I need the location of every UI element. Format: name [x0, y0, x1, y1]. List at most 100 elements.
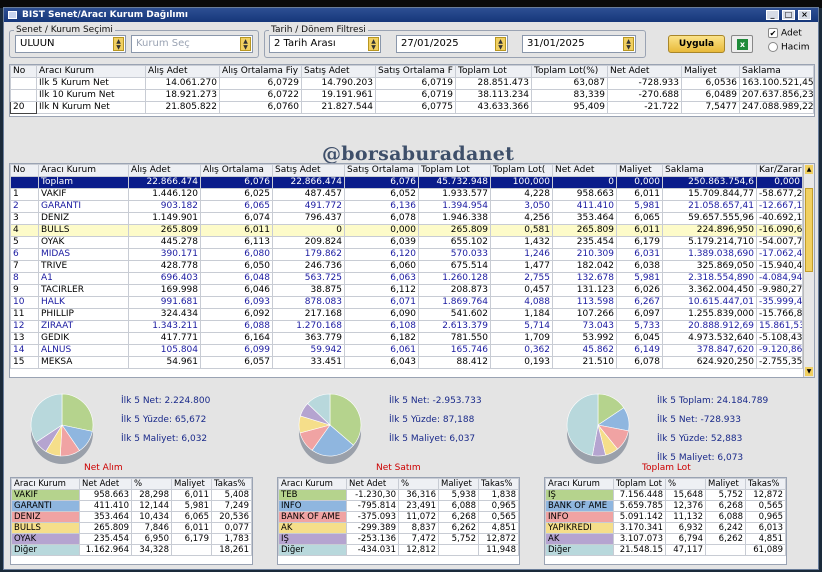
- panel-row[interactable]: TEB -1.230,30 36,316 5,938 1,838: [278, 489, 519, 501]
- broker-header[interactable]: Maliyet: [616, 164, 663, 177]
- table-row[interactable]: 7 TRIVE 428.778 6,050 246.736 6,060 675.514 1,4…: [10, 260, 803, 273]
- broker-header[interactable]: Alış Adet: [128, 164, 201, 177]
- broker-header[interactable]: Net Adet: [552, 164, 617, 177]
- table-row[interactable]: 6 MİDAS 390.171 6,080 179.862 6,120 570.033 1,2…: [10, 248, 803, 261]
- option-adet[interactable]: ✔ Adet: [768, 28, 802, 39]
- panel-row[interactable]: İŞ -253.136 7,472 5,752 12,872: [278, 533, 519, 545]
- scroll-up-icon[interactable]: ▲: [805, 165, 813, 174]
- table-row[interactable]: 9 TACİRLER 169.998 6,046 38.875 6,112 208.873 0…: [10, 284, 803, 297]
- end-date-field[interactable]: 31/01/2025 ▲ ▼: [522, 35, 636, 53]
- senet-select[interactable]: ULUUN ▲ ▼: [15, 35, 126, 53]
- panel-row[interactable]: BANK OF AME 5.659.785 12,376 6,268 0,565: [545, 500, 786, 512]
- panel-row[interactable]: İNFO 5.091.142 11,132 6,088 0,965: [545, 511, 786, 523]
- panel-header[interactable]: %: [131, 478, 172, 490]
- panel-row[interactable]: Diğer 21.548.15 47,117 61,089: [545, 544, 786, 556]
- summary-header[interactable]: Satış Ortalama F: [375, 65, 456, 78]
- summary-header[interactable]: Alış Ortalama Fiy: [219, 65, 302, 78]
- panel-row[interactable]: Diğer 1.162.964 34,328 18,261: [11, 544, 252, 556]
- summary-header[interactable]: Maliyet: [681, 65, 740, 78]
- panel-row[interactable]: OYAK 235.454 6,950 6,179 1,783: [11, 533, 252, 545]
- panel-cell: BULLS: [11, 522, 80, 534]
- panel-row[interactable]: İŞ 7.156.448 15,648 5,752 12,872: [545, 489, 786, 501]
- panel-row[interactable]: BULLS 265.809 7,846 6,011 0,077: [11, 522, 252, 534]
- vertical-scrollbar[interactable]: ▲ ▼: [803, 164, 814, 377]
- table-cell: 6,074: [200, 212, 273, 225]
- panel-header[interactable]: Takas%: [745, 478, 786, 490]
- table-cell: 45.862: [552, 344, 617, 357]
- panel-row[interactable]: BANK OF AME -375.093 11,072 6,268 0,565: [278, 511, 519, 523]
- table-row[interactable]: 11 PHİLLİP 324.434 6,092 217.168 6,090 541.602…: [10, 308, 803, 321]
- option-hacim[interactable]: Hacim: [768, 42, 810, 53]
- panel-header[interactable]: %: [665, 478, 706, 490]
- table-row[interactable]: 5 OYAK 445.278 6,113 209.824 6,039 655.102 1,43…: [10, 236, 803, 249]
- close-button[interactable]: ×: [798, 10, 811, 20]
- summary-header[interactable]: Toplam Lot: [455, 65, 532, 78]
- table-row[interactable]: 1 VAKIF 1.446.120 6,025 487.457 6,052 1.933.57…: [10, 188, 803, 201]
- summary-header[interactable]: No: [10, 65, 37, 78]
- kurum-select[interactable]: Kurum Seç ▲ ▼: [131, 35, 253, 53]
- broker-header[interactable]: Satış Adet: [272, 164, 345, 177]
- table-row[interactable]: 13 GEDİK 417.771 6,164 363.779 6,182 781.550 1,…: [10, 332, 803, 345]
- panel-header[interactable]: Takas%: [478, 478, 519, 490]
- maximize-button[interactable]: □: [782, 10, 795, 20]
- date-filter-legend: Tarih / Dönem Filtresi: [271, 25, 366, 35]
- panel-header[interactable]: Maliyet: [171, 478, 212, 490]
- table-row[interactable]: 12 ZİRAAT 1.343.211 6,088 1.270.168 6,108 2.61…: [10, 320, 803, 333]
- table-row[interactable]: 15 MEKSA 54.961 6,057 33.451 6,043 88.412 0,193…: [10, 356, 803, 369]
- summary-header[interactable]: Satış Adet: [301, 65, 376, 78]
- minimize-button[interactable]: _: [766, 10, 779, 20]
- panel-header[interactable]: Aracı Kurum: [278, 478, 347, 490]
- panel-cell: 18,261: [211, 544, 252, 556]
- panel-header[interactable]: Net Adet: [346, 478, 399, 490]
- scroll-down-icon[interactable]: ▼: [805, 367, 813, 376]
- panel-row[interactable]: DENİZ 353.464 10,434 6,065 20,536: [11, 511, 252, 523]
- broker-header[interactable]: Alış Ortalama: [200, 164, 273, 177]
- panel-header[interactable]: Takas%: [211, 478, 252, 490]
- excel-export-button[interactable]: x: [731, 35, 753, 53]
- start-date-field[interactable]: 27/01/2025 ▲ ▼: [396, 35, 508, 53]
- summary-header[interactable]: Net Adet: [607, 65, 682, 78]
- panel-row[interactable]: GARANTİ 411.410 12,144 5,981 7,249: [11, 500, 252, 512]
- table-row[interactable]: 8 A1 696.403 6,048 563.725 6,063 1.260.128 2,75…: [10, 272, 803, 285]
- summary-header[interactable]: Toplam Lot(%): [531, 65, 608, 78]
- summary-header[interactable]: Saklama: [739, 65, 814, 78]
- period-select[interactable]: 2 Tarih Arası ▲ ▼: [269, 35, 381, 53]
- panel-header[interactable]: Net Adet: [79, 478, 132, 490]
- panel-cell: 6,065: [171, 511, 212, 523]
- summary-row[interactable]: İlk 10 Kurum Net 18.921.273 6,0722 19.191.9…: [10, 89, 814, 102]
- summary-header[interactable]: Alış Adet: [145, 65, 220, 78]
- summary-row[interactable]: İlk 5 Kurum Net 14.061.270 6,0729 14.790.20…: [10, 77, 814, 90]
- scroll-thumb[interactable]: [805, 188, 813, 272]
- table-cell: 6,108: [344, 320, 419, 333]
- panel-header[interactable]: %: [398, 478, 439, 490]
- broker-header[interactable]: Kar/Zarar: [756, 164, 803, 177]
- panel-row[interactable]: YAPIKREDİ 3.170.341 6,932 6,242 6,013: [545, 522, 786, 534]
- panel-row[interactable]: Diğer -434.031 12,812 11,948: [278, 544, 519, 556]
- panel-header[interactable]: Maliyet: [438, 478, 479, 490]
- table-row[interactable]: 10 HALK 991.681 6,093 878.083 6,071 1.869.764 4…: [10, 296, 803, 309]
- broker-header[interactable]: Aracı Kurum: [38, 164, 129, 177]
- panel-row[interactable]: AK 3.107.073 6,794 6,262 4,851: [545, 533, 786, 545]
- broker-header[interactable]: Toplam Lot: [418, 164, 491, 177]
- table-row[interactable]: Toplam 22.866.474 6,076 22.866.474 6,076 45.7…: [10, 176, 803, 189]
- panel-row[interactable]: VAKIF 958.663 28,298 6,011 5,408: [11, 489, 252, 501]
- panel-header[interactable]: Aracı Kurum: [545, 478, 614, 490]
- table-row[interactable]: 14 ALNUS 105.804 6,099 59.942 6,061 165.746 0,3…: [10, 344, 803, 357]
- table-cell: 6,052: [344, 188, 419, 201]
- table-row[interactable]: 3 DENİZ 1.149.901 6,074 796.437 6,078 1.946.33…: [10, 212, 803, 225]
- summary-header[interactable]: Aracı Kurum: [36, 65, 146, 78]
- table-row[interactable]: 4 BULLS 265.809 6,011 0 0,000 265.809 0,581 265.…: [10, 224, 803, 237]
- panel-row[interactable]: AK -299.389 8,837 6,262 4,851: [278, 522, 519, 534]
- summary-row[interactable]: 20 İlk N Kurum Net 21.805.822 6,0760 21.827.…: [10, 101, 814, 114]
- table-row[interactable]: 2 GARANTİ 903.182 6,065 491.772 6,136 1.394.95…: [10, 200, 803, 213]
- broker-header[interactable]: No: [10, 164, 39, 177]
- panel-header[interactable]: Aracı Kurum: [11, 478, 80, 490]
- broker-header[interactable]: Saklama: [662, 164, 757, 177]
- panel-row[interactable]: İNFO -795.814 23,491 6,088 0,965: [278, 500, 519, 512]
- panel-header[interactable]: Maliyet: [705, 478, 746, 490]
- broker-header[interactable]: Toplam Lot(: [490, 164, 553, 177]
- panel-header[interactable]: Toplam Lot: [613, 478, 666, 490]
- apply-button[interactable]: Uygula: [668, 35, 725, 53]
- table-cell: 2: [10, 200, 39, 213]
- broker-header[interactable]: Satış Ortalama: [344, 164, 419, 177]
